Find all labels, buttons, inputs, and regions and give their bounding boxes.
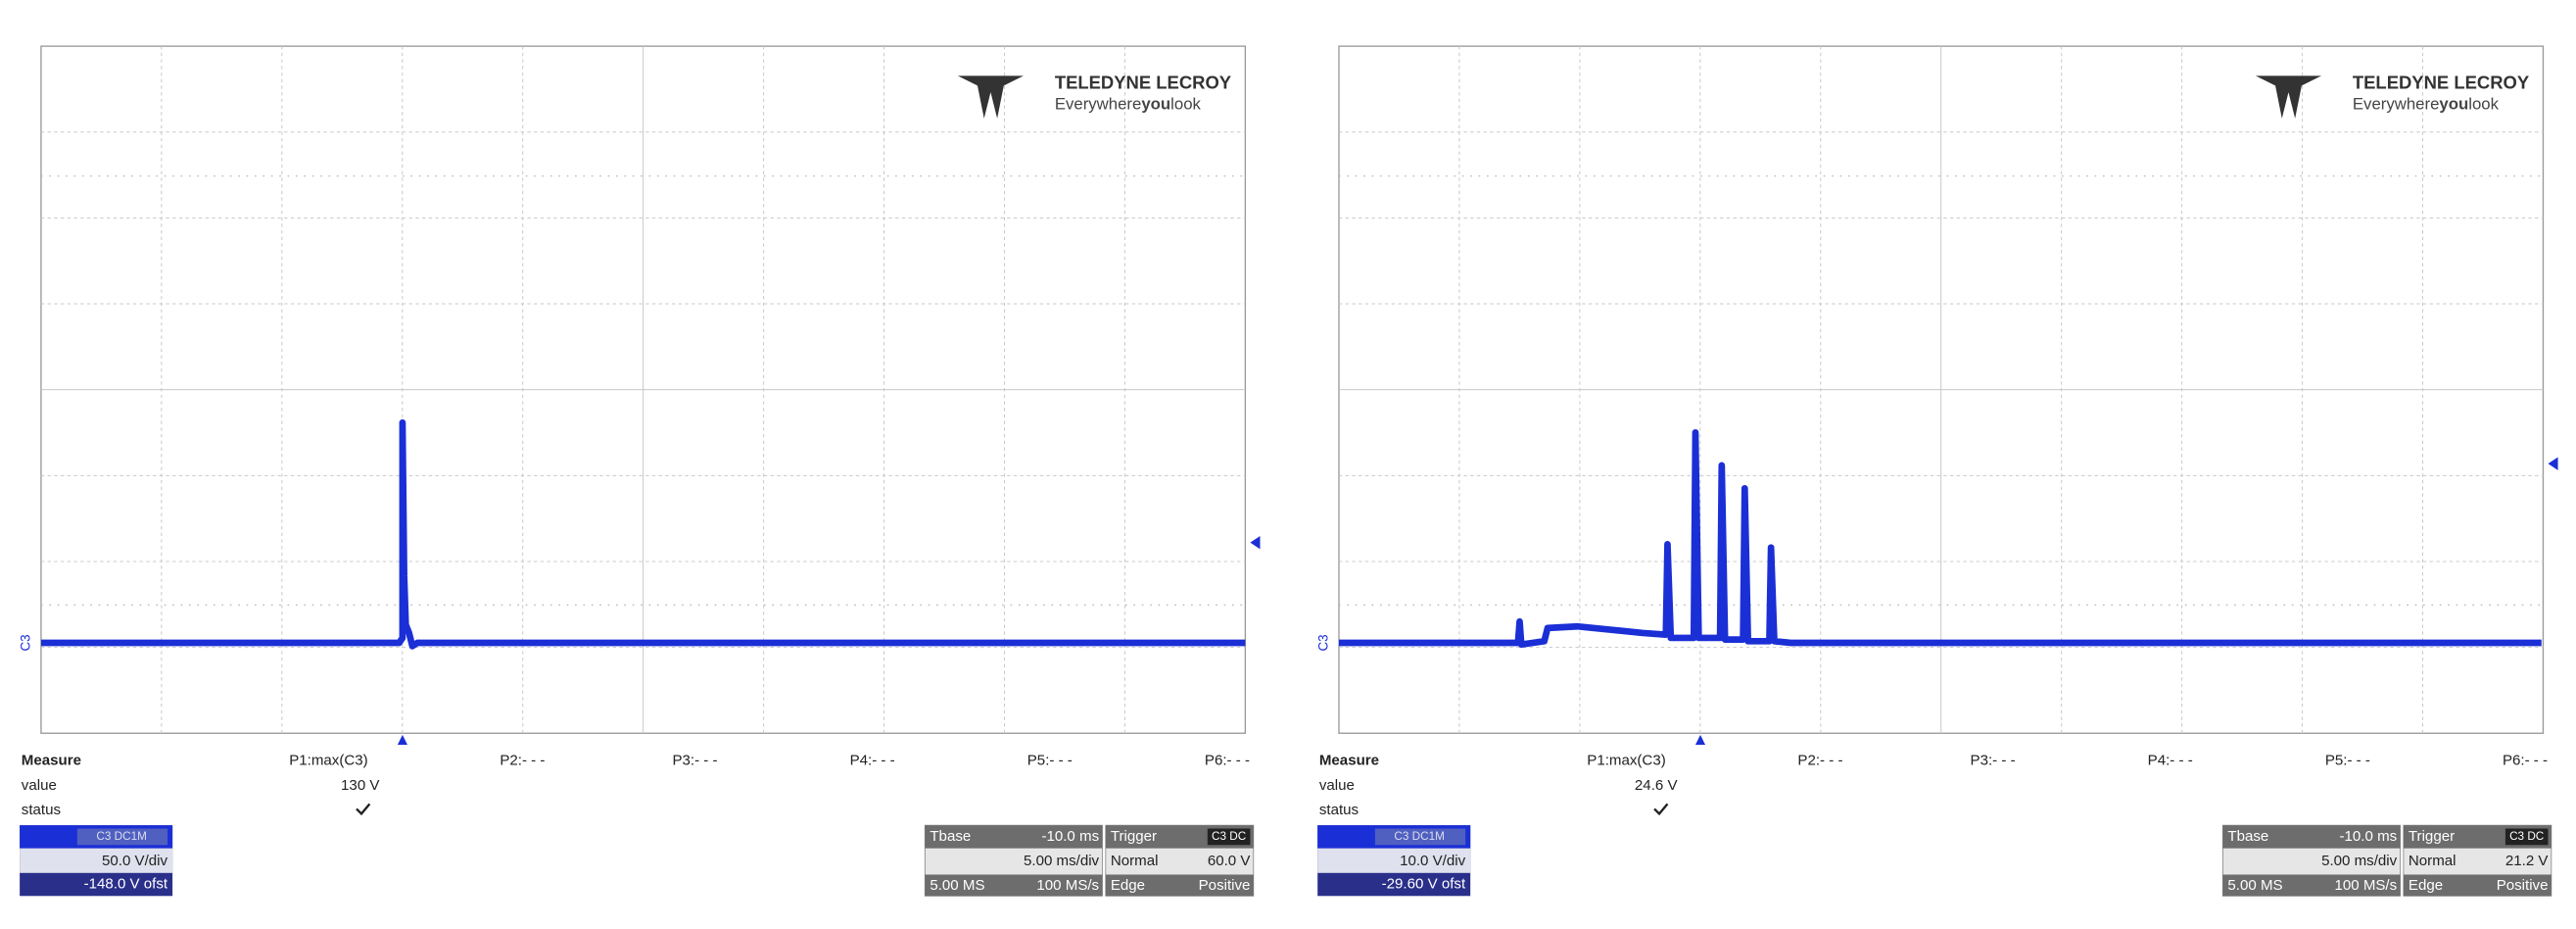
measure-row-label: status	[22, 802, 61, 818]
timebase-scale: 5.00 ms/div	[1024, 853, 1100, 869]
measure-param: P5:- - -	[1027, 753, 1073, 769]
trigger-source-bg	[1207, 828, 1251, 846]
logo-icon	[2255, 75, 2322, 119]
channel-box-label-bg	[76, 828, 168, 846]
timebase-samples: 5.00 MS	[930, 877, 984, 894]
trigger-level-marker	[2548, 457, 2558, 470]
trigger-position-marker	[1694, 734, 1706, 745]
trigger-mode: Normal	[2409, 853, 2457, 869]
channel-offset: -148.0 V ofst	[84, 876, 168, 893]
timebase-scale: 5.00 ms/div	[2321, 853, 2398, 869]
trigger-footer	[2403, 874, 2552, 897]
timebase-rate: 100 MS/s	[1036, 877, 1099, 894]
trigger-slope: Positive	[1199, 877, 1251, 894]
measure-param: P4:- - -	[850, 753, 895, 769]
channel-scale: 50.0 V/div	[102, 853, 168, 869]
trigger-label: Trigger	[1111, 828, 1157, 845]
trigger-source-bg	[2504, 828, 2549, 846]
measure-param: P1:max(C3)	[1587, 753, 1665, 769]
waveform	[1338, 428, 2542, 649]
trigger-source: C3 DC	[2509, 830, 2545, 843]
tagline-part: you	[2439, 95, 2468, 114]
measure-param: P1:max(C3)	[289, 753, 367, 769]
timebase-label: Tbase	[2227, 828, 2268, 845]
measure-param: P3:- - -	[1971, 753, 2016, 769]
channel-offset: -29.60 V ofst	[1382, 876, 1466, 893]
timebase-samples: 5.00 MS	[2227, 877, 2282, 894]
trigger-level-marker	[1250, 535, 1261, 550]
measure-row-label: status	[1319, 802, 1359, 818]
measure-param: P6:- - -	[1205, 753, 1250, 769]
measure-row-label: value	[22, 777, 57, 794]
timebase-rate: 100 MS/s	[2334, 877, 2397, 894]
logo-icon	[957, 75, 1024, 119]
trigger-source: C3 DC	[1212, 830, 1247, 843]
channel-scale: 10.0 V/div	[1400, 853, 1466, 869]
channel-box-label: C3 DC1M	[1394, 830, 1445, 843]
measure-row-label: value	[1319, 777, 1355, 794]
status-check	[1653, 803, 1669, 816]
measure-param: P4:- - -	[2148, 753, 2193, 769]
trigger-level: 21.2 V	[2505, 853, 2549, 869]
measure-param: P3:- - -	[672, 753, 717, 769]
tagline-part: look	[1170, 95, 1201, 114]
timebase-footer	[925, 874, 1103, 897]
channel-box-label-bg	[1374, 828, 1466, 846]
waveform	[40, 418, 1246, 650]
logo-tagline: Everywhereyoulook	[2353, 95, 2500, 114]
trigger-level: 60.0 V	[1208, 853, 1251, 869]
timebase-delay: -10.0 ms	[2340, 828, 2398, 845]
logo-tagline: Everywhereyoulook	[1055, 95, 1202, 114]
timebase-header	[925, 825, 1103, 849]
tagline-part: Everywhere	[1055, 95, 1142, 114]
trigger-slope: Positive	[2497, 877, 2549, 894]
measure-header: Measure	[22, 753, 81, 769]
timebase-label: Tbase	[930, 828, 971, 845]
channel-box-body	[1317, 848, 1471, 873]
measure-value: 24.6 V	[1635, 777, 1678, 794]
channel-box-label: C3 DC1M	[96, 830, 147, 843]
trigger-label: Trigger	[2409, 828, 2455, 845]
measure-param: P5:- - -	[2325, 753, 2370, 769]
trigger-type: Edge	[1111, 877, 1145, 894]
channel-marker: C3	[18, 634, 32, 651]
timebase-header	[2222, 825, 2401, 849]
measure-param: P2:- - -	[1797, 753, 1842, 769]
status-check	[356, 803, 371, 816]
logo-brand: TELEDYNE LECROY	[2353, 73, 2529, 93]
trigger-footer	[1105, 874, 1254, 897]
scope-panel: C3 TELEDYNE LECROY Everywhereyoulook Measur…	[1315, 45, 2558, 897]
tagline-part: Everywhere	[2353, 95, 2440, 114]
trigger-type: Edge	[2409, 877, 2443, 894]
measure-value: 130 V	[341, 777, 379, 794]
timebase-footer	[2222, 874, 2401, 897]
timebase-delay: -10.0 ms	[1041, 828, 1099, 845]
channel-box-body	[20, 848, 173, 873]
measure-param: P2:- - -	[500, 753, 545, 769]
logo-brand: TELEDYNE LECROY	[1055, 73, 1231, 93]
trigger-mode: Normal	[1111, 853, 1159, 869]
measure-header: Measure	[1319, 753, 1379, 769]
channel-marker: C3	[1315, 634, 1330, 651]
tagline-part: look	[2468, 95, 2499, 114]
measure-param: P6:- - -	[2503, 753, 2548, 769]
scope-panel: C3 TELEDYNE LECROY Everywhereyoulook Measur…	[18, 45, 1261, 897]
trigger-position-marker	[397, 734, 407, 745]
tagline-part: you	[1141, 95, 1170, 114]
